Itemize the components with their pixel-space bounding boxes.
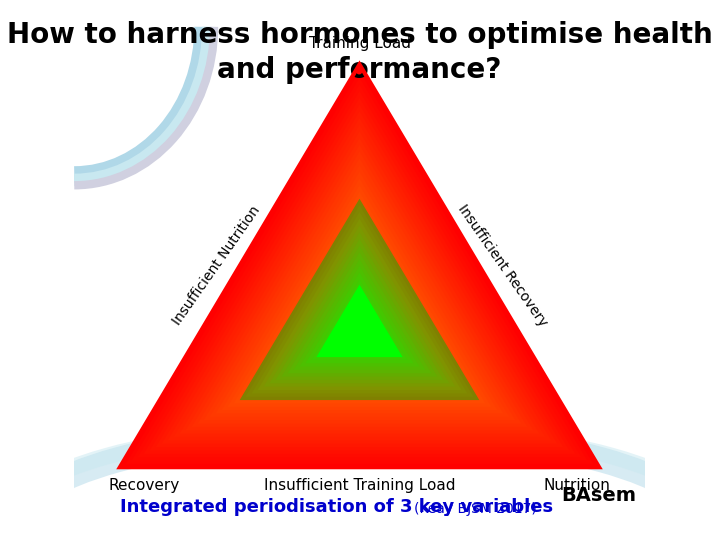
Polygon shape bbox=[192, 145, 527, 427]
Text: and performance?: and performance? bbox=[217, 56, 502, 84]
Polygon shape bbox=[311, 279, 408, 360]
Polygon shape bbox=[156, 105, 563, 447]
Text: Recovery: Recovery bbox=[109, 478, 180, 493]
Polygon shape bbox=[246, 205, 473, 397]
Polygon shape bbox=[203, 158, 516, 420]
Polygon shape bbox=[316, 285, 403, 357]
Polygon shape bbox=[342, 313, 377, 343]
Polygon shape bbox=[288, 252, 431, 373]
Polygon shape bbox=[336, 306, 383, 346]
Polygon shape bbox=[306, 272, 413, 363]
Polygon shape bbox=[180, 132, 539, 434]
Text: Training Load: Training Load bbox=[308, 36, 411, 51]
Polygon shape bbox=[293, 259, 426, 370]
Polygon shape bbox=[168, 118, 551, 440]
Polygon shape bbox=[354, 326, 365, 336]
Polygon shape bbox=[216, 172, 503, 413]
Polygon shape bbox=[300, 266, 419, 366]
Polygon shape bbox=[252, 212, 467, 393]
Polygon shape bbox=[120, 64, 599, 467]
Text: Nutrition: Nutrition bbox=[544, 478, 610, 493]
Text: Insufficient Nutrition: Insufficient Nutrition bbox=[170, 204, 263, 328]
Polygon shape bbox=[174, 125, 545, 437]
Polygon shape bbox=[198, 151, 521, 424]
Polygon shape bbox=[282, 246, 437, 376]
Polygon shape bbox=[150, 98, 569, 451]
Polygon shape bbox=[186, 139, 533, 430]
Polygon shape bbox=[264, 226, 455, 387]
Polygon shape bbox=[126, 71, 593, 464]
Polygon shape bbox=[275, 239, 444, 380]
Polygon shape bbox=[324, 293, 395, 353]
Text: Insufficient Training Load: Insufficient Training Load bbox=[264, 478, 455, 493]
Text: Integrated periodisation of 3 key variables: Integrated periodisation of 3 key variab… bbox=[120, 497, 559, 516]
Polygon shape bbox=[329, 299, 390, 350]
Polygon shape bbox=[239, 199, 480, 400]
Polygon shape bbox=[138, 84, 581, 457]
Polygon shape bbox=[257, 219, 462, 390]
Polygon shape bbox=[144, 91, 575, 454]
Polygon shape bbox=[270, 232, 449, 383]
Text: Insufficient Recovery: Insufficient Recovery bbox=[454, 202, 549, 329]
Polygon shape bbox=[221, 178, 498, 410]
Polygon shape bbox=[228, 185, 491, 407]
Polygon shape bbox=[347, 320, 372, 339]
Polygon shape bbox=[132, 78, 587, 460]
Text: BAsem: BAsem bbox=[562, 486, 636, 505]
Polygon shape bbox=[234, 192, 485, 403]
Polygon shape bbox=[318, 286, 401, 357]
Polygon shape bbox=[210, 165, 509, 417]
Text: (Keay BJSM 2017): (Keay BJSM 2017) bbox=[413, 502, 536, 516]
Polygon shape bbox=[162, 112, 557, 444]
Text: How to harness hormones to optimise health: How to harness hormones to optimise heal… bbox=[6, 21, 713, 49]
